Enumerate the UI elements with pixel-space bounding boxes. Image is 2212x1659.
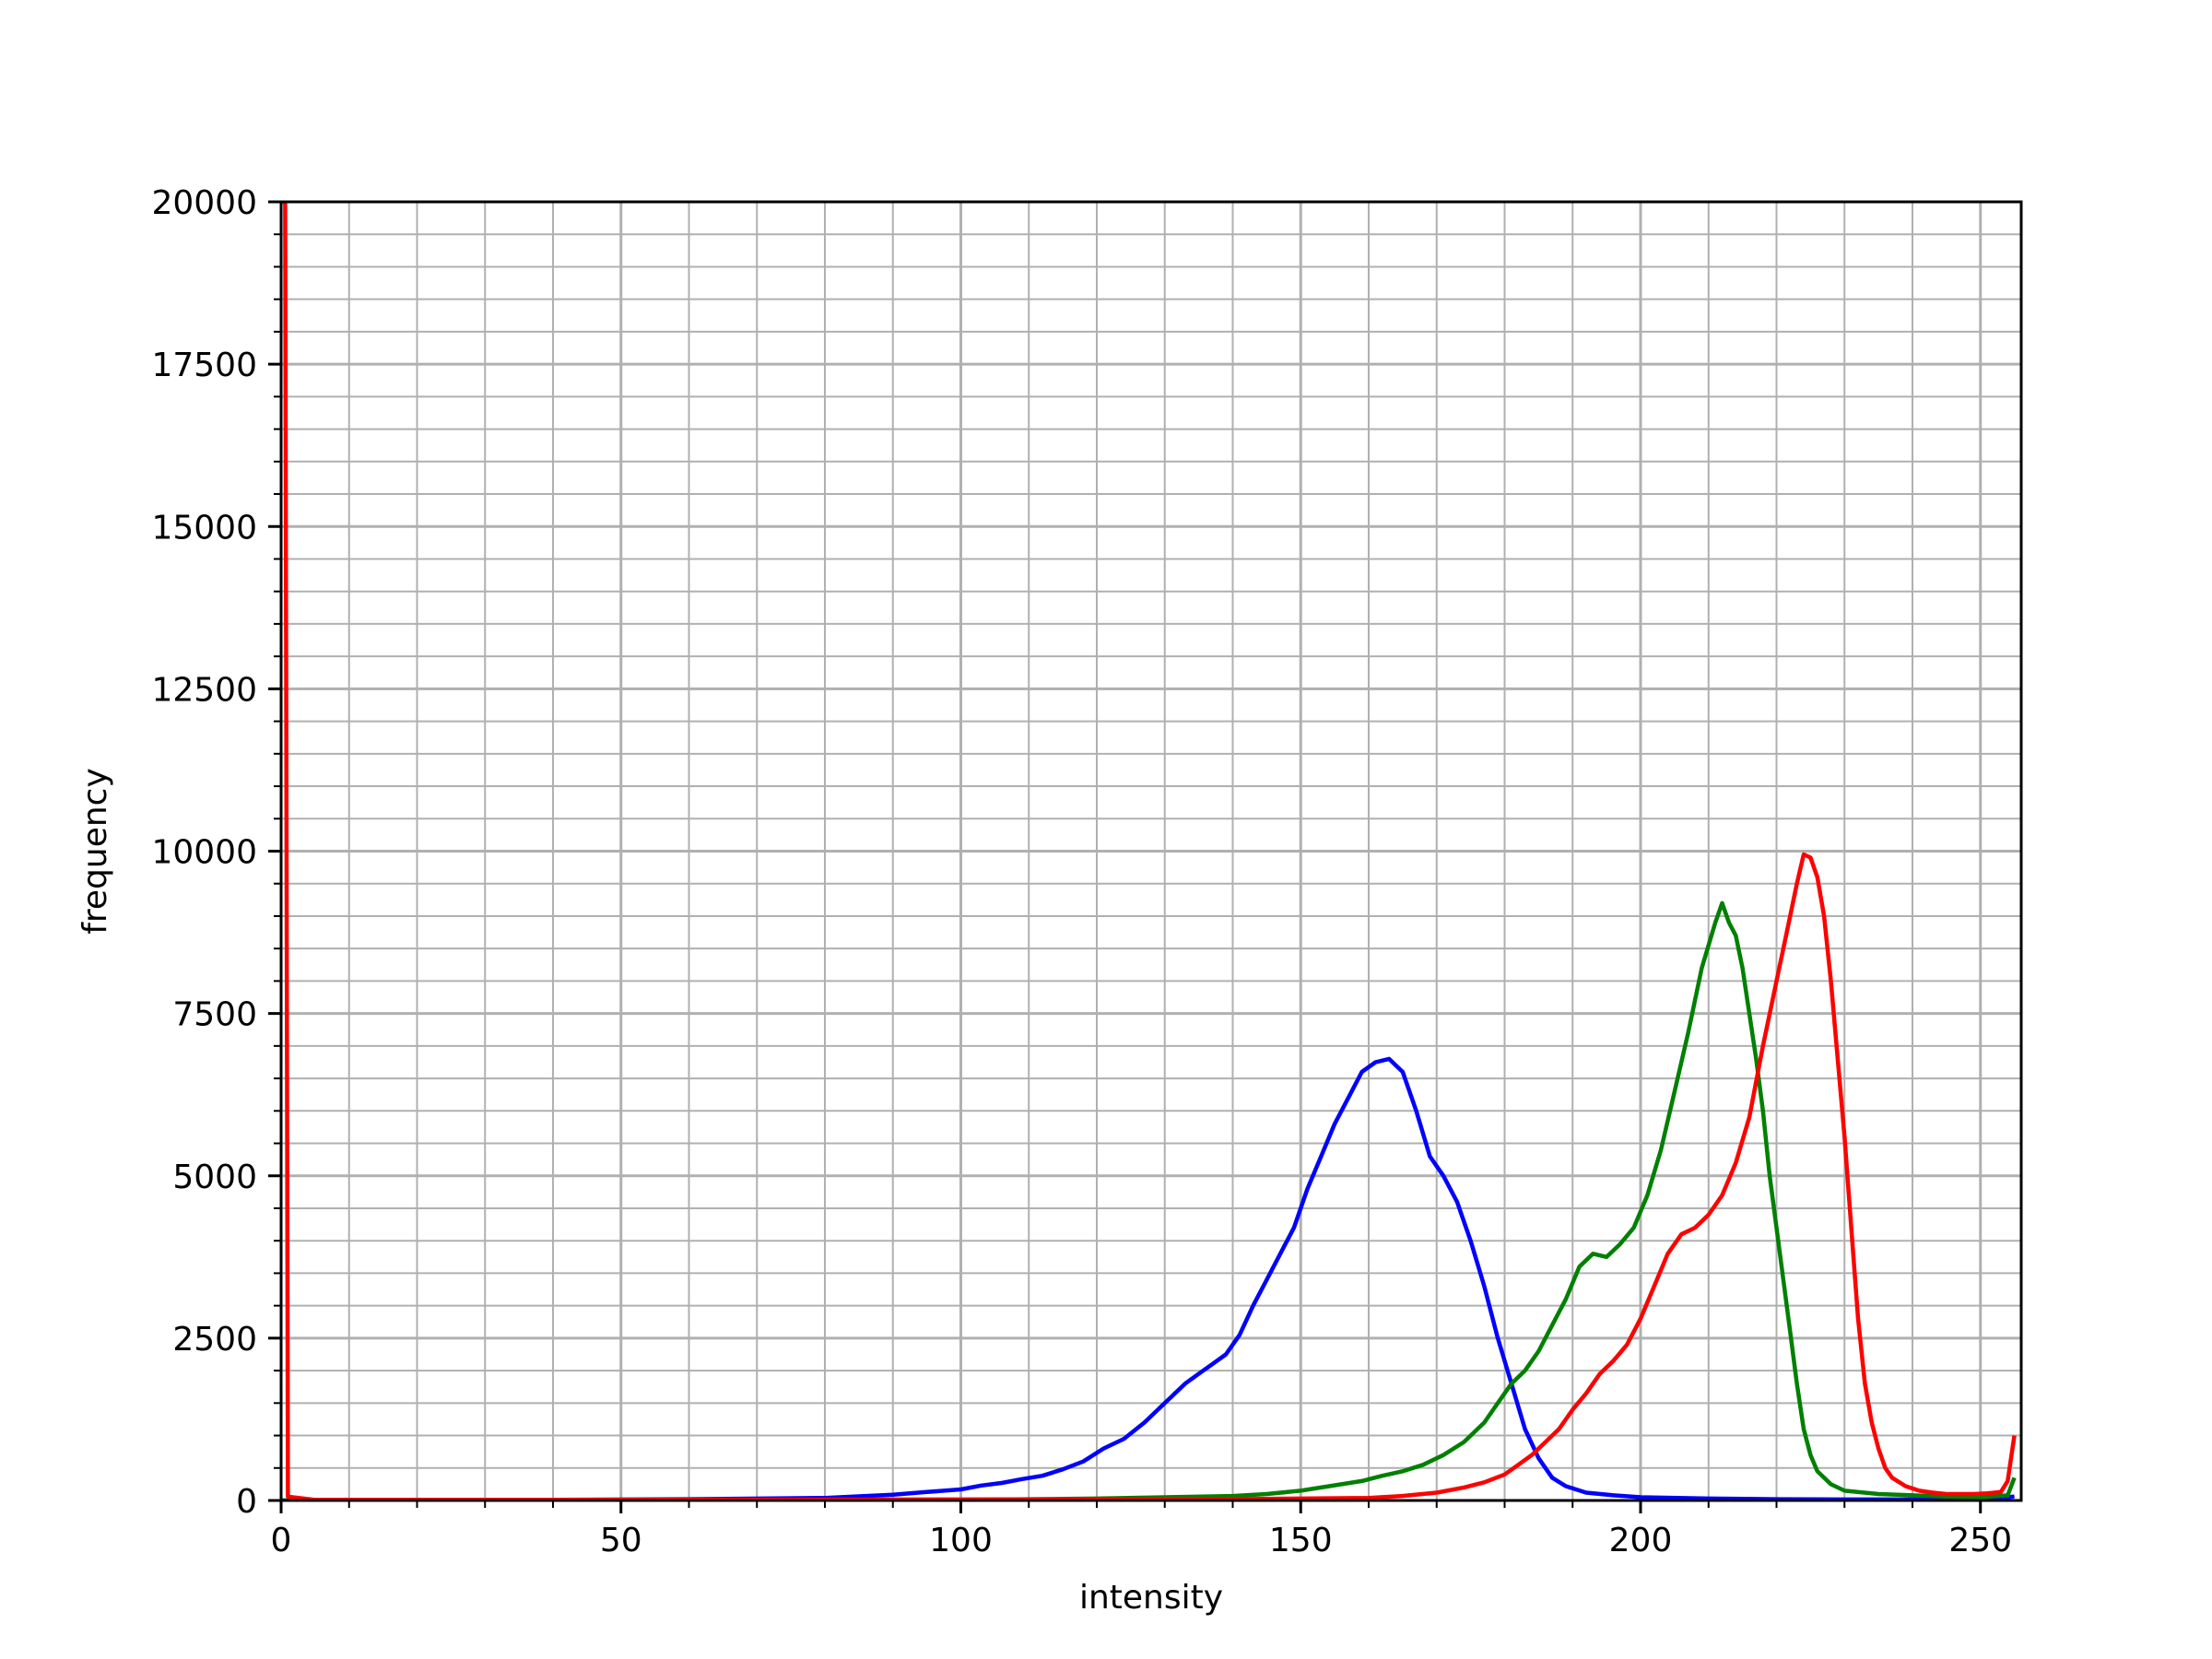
y-tick-label: 0 <box>236 1483 257 1521</box>
y-axis-label: frequency <box>76 768 114 935</box>
y-tick-label: 7500 <box>172 996 257 1034</box>
x-tick-label: 100 <box>929 1522 993 1559</box>
y-tick-label: 12500 <box>151 671 257 709</box>
y-tick-label: 5000 <box>172 1159 257 1196</box>
y-tick-label: 2500 <box>172 1321 257 1359</box>
x-tick-label: 0 <box>271 1522 292 1559</box>
series-layer <box>281 202 2017 1500</box>
grid <box>279 200 2021 1502</box>
x-tick-label: 50 <box>600 1522 642 1559</box>
x-tick-label: 250 <box>1948 1522 2012 1559</box>
x-tick-label: 150 <box>1269 1522 1333 1559</box>
y-tick-label: 17500 <box>151 347 257 384</box>
y-tick-label: 15000 <box>151 509 257 547</box>
y-tick-label: 20000 <box>151 184 257 222</box>
ticks: 0 50 100 150 200 2500250050007500100001250015… <box>151 184 2012 1559</box>
x-tick-label: 200 <box>1609 1522 1673 1559</box>
series-line-0 <box>281 1056 2015 1500</box>
series-line-1 <box>281 900 2017 1500</box>
y-tick-label: 10000 <box>151 834 257 872</box>
x-axis-label: intensity <box>1079 1579 1223 1617</box>
series-line-2 <box>281 202 2017 1500</box>
